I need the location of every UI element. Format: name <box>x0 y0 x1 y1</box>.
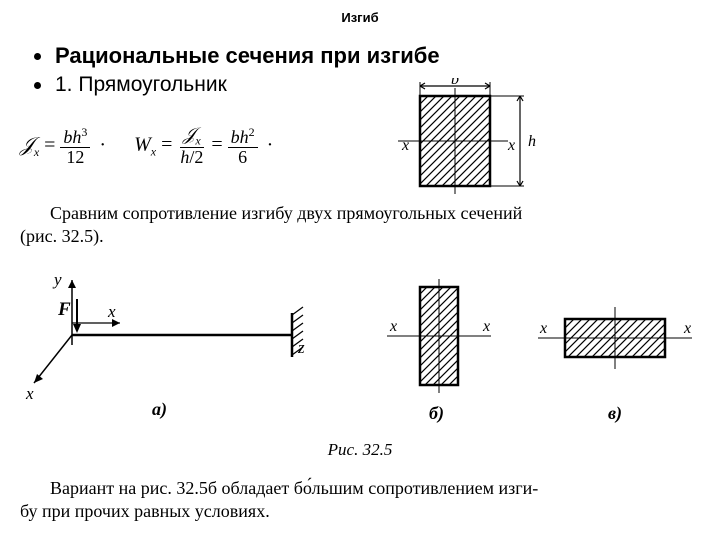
rect-section-top: x x b h <box>390 78 550 204</box>
svg-text:x: x <box>107 302 116 321</box>
svg-text:б): б) <box>429 403 444 424</box>
svg-text:x: x <box>25 384 34 403</box>
page-title: Изгиб <box>0 0 720 25</box>
paragraph-2: Вариант на рис. 32.5б обладает бо́льшим … <box>20 477 700 522</box>
svg-text:а): а) <box>152 399 167 420</box>
bullet-2: 1. Прямоугольник <box>34 73 720 97</box>
bullet-1: Рациональные сечения при изгибе <box>34 43 720 69</box>
paragraph-1: Сравним сопротивление изгибу двух прямоу… <box>20 202 700 247</box>
bullet-list: Рациональные сечения при изгибе 1. Прямо… <box>0 25 720 97</box>
formula-Wx: Wx = 𝒥xh/2 = bh26 · <box>134 125 273 167</box>
figure-caption: Рис. 32.5 <box>0 440 720 460</box>
bullet-dot <box>34 53 41 60</box>
x-label-right: x <box>507 137 515 154</box>
h-label: h <box>528 133 536 150</box>
diagram-a: y x z x F а) <box>22 255 322 425</box>
svg-text:в): в) <box>608 403 622 424</box>
bullet-dot <box>34 82 41 89</box>
diagram-c: x x в) <box>530 275 710 425</box>
bullet-1-text: Рациональные сечения при изгибе <box>55 43 440 69</box>
formula-Jx: 𝒥x = bh312 · <box>20 126 106 167</box>
svg-text:F: F <box>57 299 71 320</box>
bullet-2-text: 1. Прямоугольник <box>55 73 227 97</box>
svg-text:y: y <box>52 270 62 289</box>
x-label-left: x <box>401 137 409 154</box>
b-label: b <box>451 78 459 88</box>
svg-text:x: x <box>482 318 490 335</box>
formula-row: 𝒥x = bh312 · Wx = 𝒥xh/2 = bh26 · <box>20 125 273 167</box>
diagram-b: x x б) <box>375 275 505 425</box>
svg-text:x: x <box>539 320 547 337</box>
svg-text:x: x <box>389 318 397 335</box>
svg-text:x: x <box>683 320 691 337</box>
